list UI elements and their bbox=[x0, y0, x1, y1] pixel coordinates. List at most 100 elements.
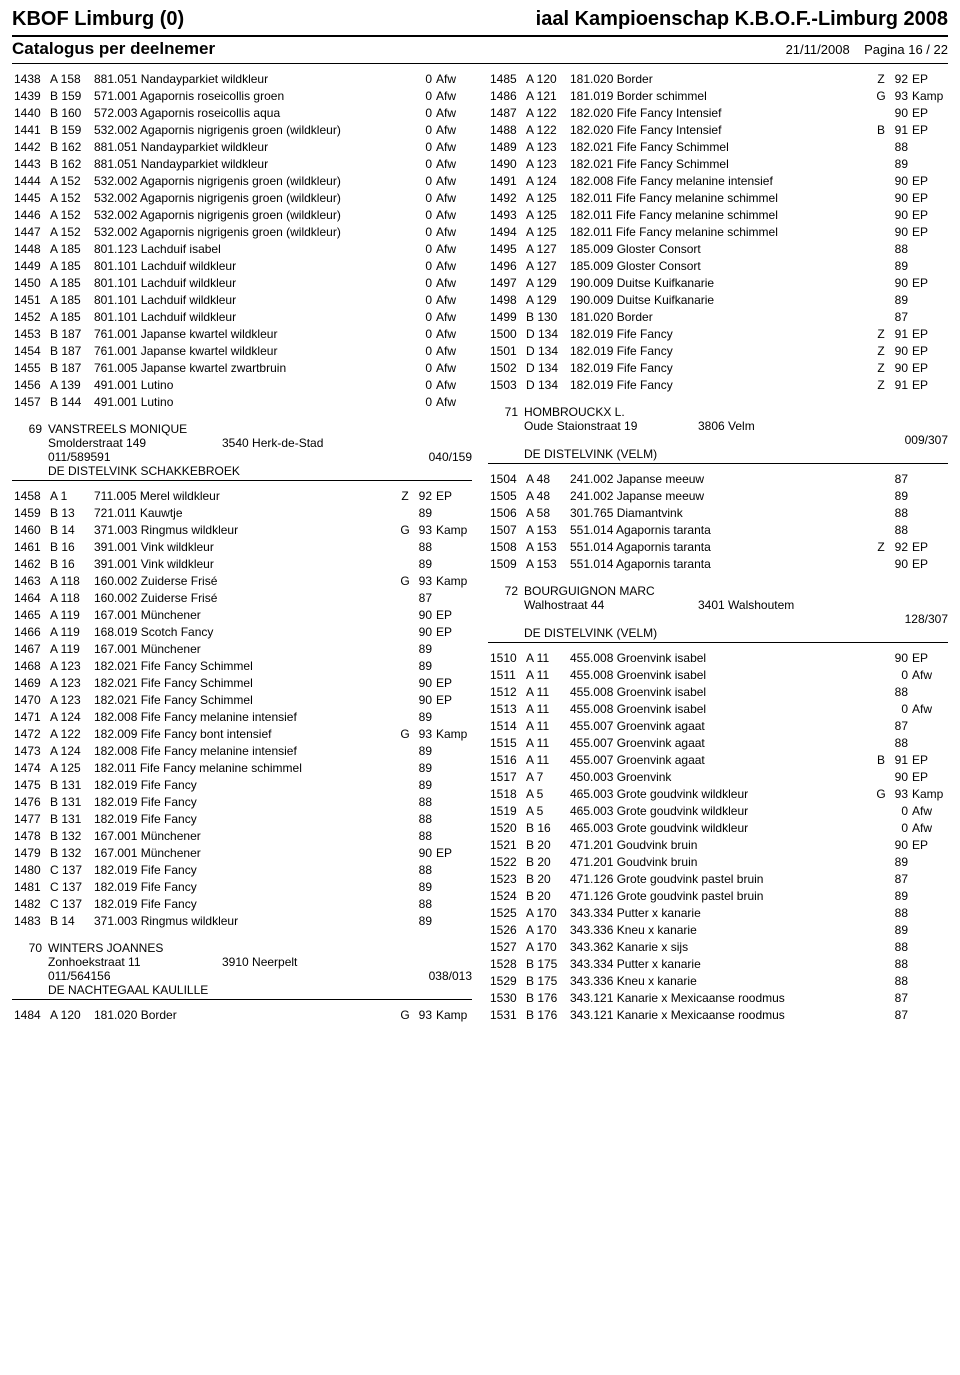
entry-prize: Afw bbox=[434, 325, 472, 342]
entry-desc: 182.021 Fife Fancy Schimmel bbox=[568, 138, 874, 155]
entry-row: 1500D 134182.019 Fife FancyZ91EP bbox=[488, 325, 948, 342]
entry-prize: Afw bbox=[434, 104, 472, 121]
entry-medal: G bbox=[398, 1006, 412, 1023]
entry-cage: B 187 bbox=[48, 342, 92, 359]
entry-prize bbox=[910, 955, 948, 972]
entry-seq: 1489 bbox=[488, 138, 524, 155]
entry-desc: 190.009 Duitse Kuifkanarie bbox=[568, 291, 874, 308]
entry-prize: EP bbox=[910, 649, 948, 666]
entry-score: 88 bbox=[412, 793, 434, 810]
entry-row: 1492A 125182.011 Fife Fancy melanine sch… bbox=[488, 189, 948, 206]
entry-score: 89 bbox=[412, 708, 434, 725]
entry-medal bbox=[398, 793, 412, 810]
entry-cage: A 123 bbox=[524, 155, 568, 172]
participant-city: 3540 Herk-de-Stad bbox=[222, 436, 382, 450]
entry-prize: Kamp bbox=[434, 725, 472, 742]
entry-row: 1440B 160572.003 Agapornis roseicollis a… bbox=[12, 104, 472, 121]
entry-desc: 761.005 Japanse kwartel zwartbruin bbox=[92, 359, 398, 376]
entry-prize: EP bbox=[910, 70, 948, 87]
entry-score: 88 bbox=[888, 240, 910, 257]
entry-seq: 1506 bbox=[488, 504, 524, 521]
entry-score: 0 bbox=[888, 666, 910, 683]
participant-number: 72 bbox=[488, 584, 524, 598]
entry-desc: 471.126 Grote goudvink pastel bruin bbox=[568, 887, 874, 904]
entry-desc: 343.336 Kneu x kanarie bbox=[568, 921, 874, 938]
entry-cage: A 185 bbox=[48, 257, 92, 274]
entry-seq: 1448 bbox=[12, 240, 48, 257]
entry-score: 0 bbox=[412, 189, 434, 206]
entry-prize bbox=[910, 683, 948, 700]
entry-row: 1529B 175343.336 Kneu x kanarie88 bbox=[488, 972, 948, 989]
entry-desc: 572.003 Agapornis roseicollis aqua bbox=[92, 104, 398, 121]
entry-seq: 1481 bbox=[12, 878, 48, 895]
entry-seq: 1464 bbox=[12, 589, 48, 606]
entry-cage: D 134 bbox=[524, 342, 568, 359]
entry-medal bbox=[874, 904, 888, 921]
entry-desc: 182.019 Fife Fancy bbox=[92, 878, 398, 895]
entry-row: 1475B 131182.019 Fife Fancy89 bbox=[12, 776, 472, 793]
entry-medal bbox=[398, 87, 412, 104]
entry-medal bbox=[874, 734, 888, 751]
entry-score: 93 bbox=[412, 1006, 434, 1023]
entry-cage: A 170 bbox=[524, 938, 568, 955]
entry-medal bbox=[398, 240, 412, 257]
entry-desc: 465.003 Grote goudvink wildkleur bbox=[568, 785, 874, 802]
entry-medal bbox=[874, 189, 888, 206]
entry-medal bbox=[398, 342, 412, 359]
entry-prize: EP bbox=[434, 844, 472, 861]
entry-row: 1531B 176343.121 Kanarie x Mexicaanse ro… bbox=[488, 1006, 948, 1023]
entry-prize bbox=[910, 853, 948, 870]
entry-medal bbox=[874, 104, 888, 121]
page-main-header: KBOF Limburg (0) iaal Kampioenschap K.B.… bbox=[12, 8, 948, 31]
entry-prize: EP bbox=[910, 274, 948, 291]
entry-row: 1505A 48241.002 Japanse meeuw89 bbox=[488, 487, 948, 504]
entry-seq: 1440 bbox=[12, 104, 48, 121]
entry-score: 90 bbox=[888, 342, 910, 359]
entry-seq: 1465 bbox=[12, 606, 48, 623]
entry-cage: A 124 bbox=[48, 742, 92, 759]
entry-cage: B 16 bbox=[48, 555, 92, 572]
entry-seq: 1456 bbox=[12, 376, 48, 393]
entry-prize: EP bbox=[910, 206, 948, 223]
entry-row: 1518A 5465.003 Grote goudvink wildkleurG… bbox=[488, 785, 948, 802]
subheader-date: 21/11/2008 bbox=[786, 42, 850, 57]
entry-seq: 1494 bbox=[488, 223, 524, 240]
entry-cage: B 130 bbox=[524, 308, 568, 325]
entry-row: 1448A 185801.123 Lachduif isabel0Afw bbox=[12, 240, 472, 257]
entry-seq: 1524 bbox=[488, 887, 524, 904]
entry-row: 1504A 48241.002 Japanse meeuw87 bbox=[488, 470, 948, 487]
entry-desc: 182.008 Fife Fancy melanine intensief bbox=[92, 742, 398, 759]
entry-score: 88 bbox=[412, 895, 434, 912]
entry-medal bbox=[874, 521, 888, 538]
entry-prize bbox=[910, 938, 948, 955]
entry-row: 1477B 131182.019 Fife Fancy88 bbox=[12, 810, 472, 827]
entry-cage: A 125 bbox=[524, 206, 568, 223]
entry-seq: 1451 bbox=[12, 291, 48, 308]
participant-city: 3806 Velm bbox=[698, 419, 858, 433]
entry-seq: 1459 bbox=[12, 504, 48, 521]
entry-score: 93 bbox=[888, 87, 910, 104]
entry-medal bbox=[398, 70, 412, 87]
entry-medal bbox=[874, 308, 888, 325]
entry-score: 0 bbox=[412, 308, 434, 325]
entry-prize: EP bbox=[434, 691, 472, 708]
participant-block: 71HOMBROUCKX L.Oude Staionstraat 193806 … bbox=[488, 405, 948, 464]
entry-seq: 1475 bbox=[12, 776, 48, 793]
entry-medal bbox=[398, 274, 412, 291]
entry-seq: 1522 bbox=[488, 853, 524, 870]
participant-name: WINTERS JOANNES bbox=[48, 941, 472, 955]
entries-table: 1485A 120181.020 BorderZ92EP1486A 121181… bbox=[488, 70, 948, 393]
entry-prize: Afw bbox=[434, 308, 472, 325]
participant-phone: 011/589591 bbox=[48, 450, 382, 464]
entry-desc: 532.002 Agapornis nigrigenis groen (wild… bbox=[92, 172, 398, 189]
entry-seq: 1500 bbox=[488, 325, 524, 342]
entry-medal: G bbox=[398, 572, 412, 589]
entry-medal bbox=[874, 470, 888, 487]
entry-score: 0 bbox=[412, 359, 434, 376]
entry-cage: A 122 bbox=[524, 104, 568, 121]
entry-row: 1457B 144491.001 Lutino0Afw bbox=[12, 393, 472, 410]
entry-cage: A 119 bbox=[48, 640, 92, 657]
entry-score: 0 bbox=[412, 87, 434, 104]
participant-city: 3401 Walshoutem bbox=[698, 598, 858, 612]
entry-row: 1513A 11455.008 Groenvink isabel0Afw bbox=[488, 700, 948, 717]
